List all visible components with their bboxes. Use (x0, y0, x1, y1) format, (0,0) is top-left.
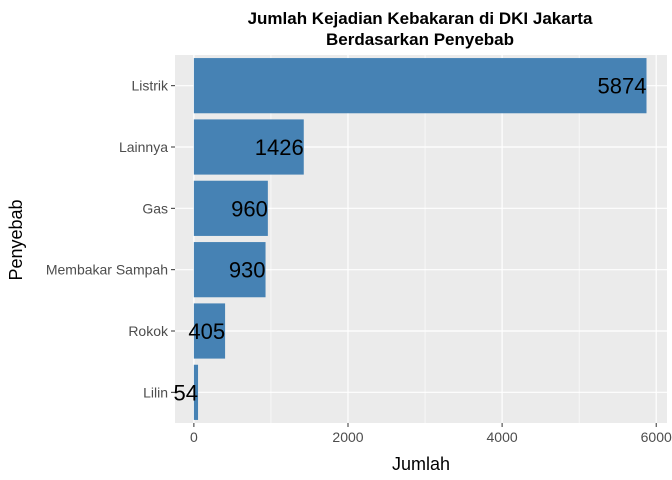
bar-listrik (193, 58, 647, 114)
bar-rokok (193, 303, 226, 359)
chart-title-line-2: Berdasarkan Penyebab (326, 30, 514, 49)
x-tick-label: 0 (190, 429, 198, 445)
bar-membakar-sampah (193, 242, 266, 298)
data-label: 960 (231, 196, 268, 221)
data-label: 405 (188, 319, 225, 344)
y-tick-label: Membakar Sampah (46, 262, 168, 278)
data-label: 930 (229, 258, 266, 283)
y-tick-label: Rokok (128, 323, 169, 339)
bar-gas (193, 180, 268, 236)
data-label: 1426 (255, 135, 304, 160)
y-tick-label: Lainnya (119, 139, 168, 155)
y-tick-label: Listrik (131, 78, 169, 94)
data-label: 5874 (598, 74, 647, 99)
chart-title-line-1: Jumlah Kejadian Kebakaran di DKI Jakarta (248, 9, 593, 28)
y-axis: Listrik Lainnya Gas Membakar Sampah Rokok Lil… (46, 78, 175, 400)
y-axis-title: Penyebab (6, 199, 26, 280)
x-axis-title: Jumlah (392, 454, 450, 474)
y-tick-label: Lilin (143, 384, 168, 400)
bar-lainnya (193, 119, 304, 175)
x-axis: 0 2000 4000 6000 (190, 423, 672, 445)
x-tick-label: 6000 (641, 429, 672, 445)
bar-lilin (193, 364, 199, 420)
y-tick-label: Gas (142, 200, 168, 216)
bars (193, 58, 647, 420)
x-tick-label: 2000 (332, 429, 363, 445)
data-label: 54 (174, 380, 198, 405)
panel-background (175, 55, 667, 423)
x-tick-label: 4000 (487, 429, 518, 445)
data-labels: 5874 1426 960 930 405 54 (174, 74, 647, 406)
